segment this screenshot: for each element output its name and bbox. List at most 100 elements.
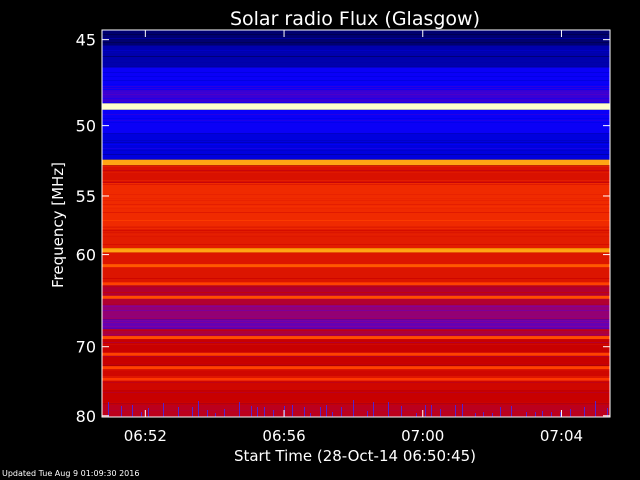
texture-row <box>102 170 610 171</box>
texture-row <box>102 110 610 111</box>
texture-row <box>102 48 610 49</box>
texture-row <box>102 390 610 391</box>
texture-row <box>102 286 610 287</box>
noise-mark <box>388 402 389 417</box>
noise-mark <box>431 405 432 417</box>
texture-row <box>102 208 610 209</box>
noise-mark <box>320 407 321 417</box>
texture-row <box>102 212 610 213</box>
texture-row <box>102 204 610 205</box>
noise-mark <box>239 402 240 417</box>
noise-mark <box>224 409 225 417</box>
texture-row <box>102 210 610 211</box>
noise-mark <box>373 402 374 417</box>
texture-row <box>102 320 610 321</box>
band-16 <box>102 328 610 339</box>
band-3 <box>102 90 610 104</box>
texture-row <box>102 232 610 233</box>
texture-row <box>102 278 610 279</box>
texture-row <box>102 114 610 115</box>
noise-mark <box>332 412 333 417</box>
texture-row <box>102 382 610 383</box>
texture-row <box>102 172 610 173</box>
noise-mark <box>367 411 368 417</box>
emission-line-6 <box>102 336 610 340</box>
texture-row <box>102 76 610 77</box>
plot-area <box>101 29 611 418</box>
noise-mark <box>141 412 142 417</box>
texture-row <box>102 262 610 263</box>
texture-row <box>102 344 610 345</box>
texture-row <box>102 220 610 221</box>
texture-row <box>102 404 610 405</box>
texture-row <box>102 84 610 85</box>
texture-row <box>102 180 610 181</box>
noise-mark <box>401 406 402 417</box>
noise-mark <box>148 408 149 417</box>
y-tick-label-4: 70 <box>76 338 96 357</box>
texture-row <box>102 34 610 35</box>
x-tick-label-0: 06:52 <box>124 427 167 445</box>
noise-mark <box>492 413 493 417</box>
band-8 <box>102 165 610 183</box>
texture-row <box>102 200 610 201</box>
noise-mark <box>551 412 552 417</box>
texture-row <box>102 228 610 229</box>
texture-row <box>102 356 610 357</box>
texture-row <box>102 392 610 393</box>
y-tick-label-5: 80 <box>76 407 96 426</box>
texture-row <box>102 118 610 119</box>
noise-mark <box>511 406 512 417</box>
texture-row <box>102 310 610 311</box>
noise-mark <box>500 407 501 417</box>
texture-row <box>102 306 610 307</box>
noise-mark <box>257 407 258 417</box>
emission-line-9 <box>102 377 610 381</box>
y-axis-label: Frequency [MHz] <box>49 162 67 288</box>
texture-row <box>102 122 610 123</box>
texture-row <box>102 326 610 327</box>
band-6 <box>102 133 610 160</box>
texture-row <box>102 370 610 371</box>
texture-row <box>102 66 610 67</box>
y-axis: 45 50 55 60 70 80 <box>76 31 610 426</box>
emission-line-7 <box>102 352 610 356</box>
band-5 <box>102 109 610 134</box>
texture-row <box>102 192 610 193</box>
emission-line-4 <box>102 282 610 286</box>
texture-row <box>102 150 610 151</box>
texture-row <box>102 50 610 51</box>
texture-row <box>102 140 610 141</box>
noise-mark <box>121 406 122 417</box>
noise-mark <box>304 407 305 417</box>
texture-row <box>102 56 610 57</box>
texture-row <box>102 410 610 411</box>
band-13 <box>102 285 610 305</box>
texture-row <box>102 154 610 155</box>
texture-row <box>102 52 610 53</box>
noise-mark <box>273 410 274 417</box>
noise-marks <box>108 400 608 417</box>
texture-row <box>102 244 610 245</box>
y-tick-label-3: 60 <box>76 246 96 265</box>
noise-mark <box>215 413 216 417</box>
emission-line-8 <box>102 366 610 370</box>
noise-mark <box>475 413 476 417</box>
texture-row <box>102 362 610 363</box>
x-tick-label-1: 06:56 <box>262 427 305 445</box>
texture-row <box>102 184 610 185</box>
chart-title: Solar radio Flux (Glasgow) <box>230 8 480 30</box>
plot-frame <box>101 29 611 418</box>
band-10 <box>102 226 610 249</box>
spectrogram-texture <box>102 34 610 417</box>
y-tick-label-1: 50 <box>76 117 96 136</box>
texture-row <box>102 234 610 235</box>
y-tick-label-0: 45 <box>76 31 96 50</box>
noise-mark <box>163 403 164 417</box>
noise-mark <box>526 412 527 417</box>
texture-row <box>102 352 610 353</box>
texture-row <box>102 198 610 199</box>
texture-row <box>102 62 610 63</box>
noise-mark <box>310 413 311 417</box>
texture-row <box>102 120 610 121</box>
